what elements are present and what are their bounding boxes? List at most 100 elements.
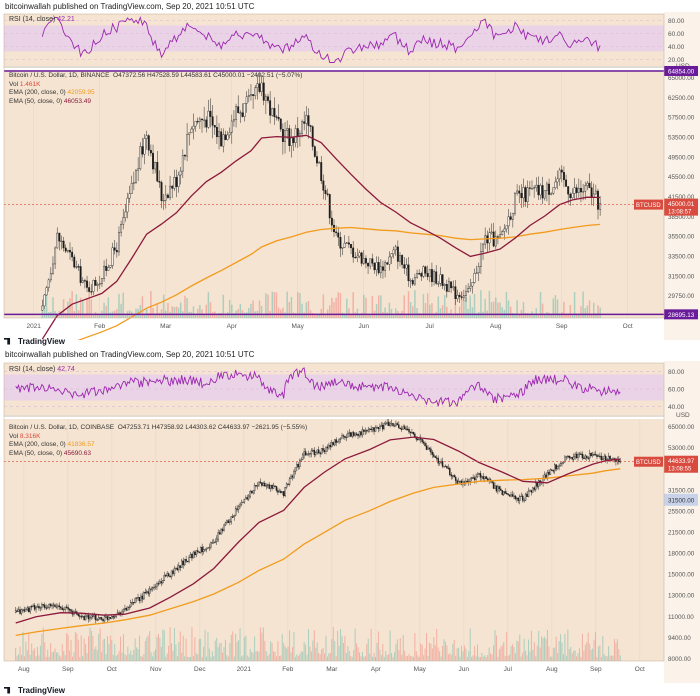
candle-body (496, 236, 499, 238)
tradingview-brand[interactable]: TradingView (4, 335, 65, 347)
candle-body (261, 482, 263, 486)
candle-body (590, 187, 593, 198)
candle-body (428, 269, 431, 277)
candle-body (549, 469, 552, 475)
volume-bar (235, 633, 237, 661)
candle-body (247, 94, 250, 98)
candle-body (79, 615, 81, 617)
volume-bar (577, 653, 579, 661)
volume-bar (262, 313, 265, 318)
volume-bar (98, 634, 100, 661)
volume-bar (537, 313, 540, 318)
candle-body (519, 496, 521, 501)
volume-bar (189, 656, 191, 661)
candle-body (273, 108, 276, 117)
volume-bar (51, 652, 53, 661)
candle-body (437, 458, 439, 464)
candle-body (409, 431, 412, 433)
volume-bar (356, 308, 359, 318)
candle-body (526, 187, 529, 202)
candle-body (262, 482, 265, 486)
candle-body (230, 120, 233, 133)
price-pane-background (4, 419, 664, 661)
volume-bar (85, 643, 87, 661)
volume-bar (322, 648, 324, 661)
candle-body (237, 506, 240, 510)
volume-bar (616, 639, 618, 661)
candle-body (609, 455, 611, 460)
volume-bar (118, 650, 120, 661)
candle-body (548, 472, 550, 475)
candle-body (475, 476, 477, 480)
candle-body (95, 614, 97, 621)
candle-body (326, 446, 329, 449)
candle-body (124, 608, 126, 610)
x-tick-label: Jun (459, 666, 470, 673)
volume-bar (131, 654, 133, 661)
volume-bar (532, 649, 534, 661)
volume-bar (74, 632, 76, 661)
volume-bar (347, 645, 349, 661)
x-tick-label: Jul (426, 323, 435, 330)
volume-bar (586, 642, 588, 661)
volume-bar (224, 639, 226, 661)
candle-body (511, 494, 514, 497)
candle-body (396, 246, 399, 262)
volume-bar (495, 635, 497, 661)
candle-body (435, 271, 438, 284)
candle-body (334, 439, 336, 446)
bottom-vol-value: 8.316K (19, 432, 41, 440)
candle-body (446, 465, 448, 469)
candle-body (236, 508, 238, 510)
volume-bar (501, 307, 503, 318)
volume-bar (291, 647, 293, 661)
volume-bar (103, 302, 105, 318)
last-price-tag (664, 455, 698, 473)
volume-bar (277, 307, 280, 318)
volume-bar (399, 637, 401, 661)
volume-bar (75, 294, 78, 318)
candle-body (224, 134, 227, 140)
candle-body (233, 515, 235, 518)
volume-bar (372, 656, 374, 661)
bottom-legend: Bitcoin / U.S. Dollar, 1D, COINBASE O472… (9, 424, 307, 458)
volume-bar (45, 656, 47, 661)
candle-body (171, 185, 174, 189)
candle-body (462, 295, 465, 298)
currency-label: USD (676, 412, 690, 419)
volume-bar (458, 306, 461, 318)
candle-body (354, 433, 356, 436)
candle-body (281, 128, 284, 142)
bottom-ohlc: O47253.71 H47358.92 L44303.62 C44633.97 … (117, 424, 308, 431)
volume-bar (332, 627, 334, 661)
volume-bar (599, 307, 601, 318)
top-ohlc: O47372.56 H47528.59 L44583.61 C45000.01 … (113, 72, 303, 79)
x-tick-label: Nov (150, 666, 162, 673)
volume-bar (551, 656, 553, 661)
tradingview-brand-bottom[interactable]: TradingView (4, 684, 65, 696)
candle-body (330, 217, 333, 226)
price-tick-label: 18000.00 (668, 551, 695, 558)
price-tick-label: 53000.00 (668, 445, 695, 452)
volume-bar (328, 653, 330, 661)
candle-body (582, 191, 585, 193)
candle-body (562, 461, 565, 464)
volume-bar (441, 305, 444, 318)
volume-bar (226, 655, 228, 661)
volume-bar (26, 650, 28, 661)
candle-body (522, 187, 525, 199)
volume-bar (433, 637, 435, 661)
volume-bar (128, 654, 130, 661)
candle-body (109, 265, 112, 268)
volume-bar (506, 632, 508, 661)
candle-body (173, 568, 176, 574)
volume-bar (154, 313, 156, 318)
candle-body (23, 609, 26, 612)
volume-bar (182, 635, 184, 661)
candle-body (454, 286, 457, 300)
candle-body (99, 617, 101, 619)
candle-body (571, 457, 573, 460)
candle-body (558, 169, 561, 180)
volume-bar (29, 655, 31, 661)
candle-body (572, 456, 575, 460)
